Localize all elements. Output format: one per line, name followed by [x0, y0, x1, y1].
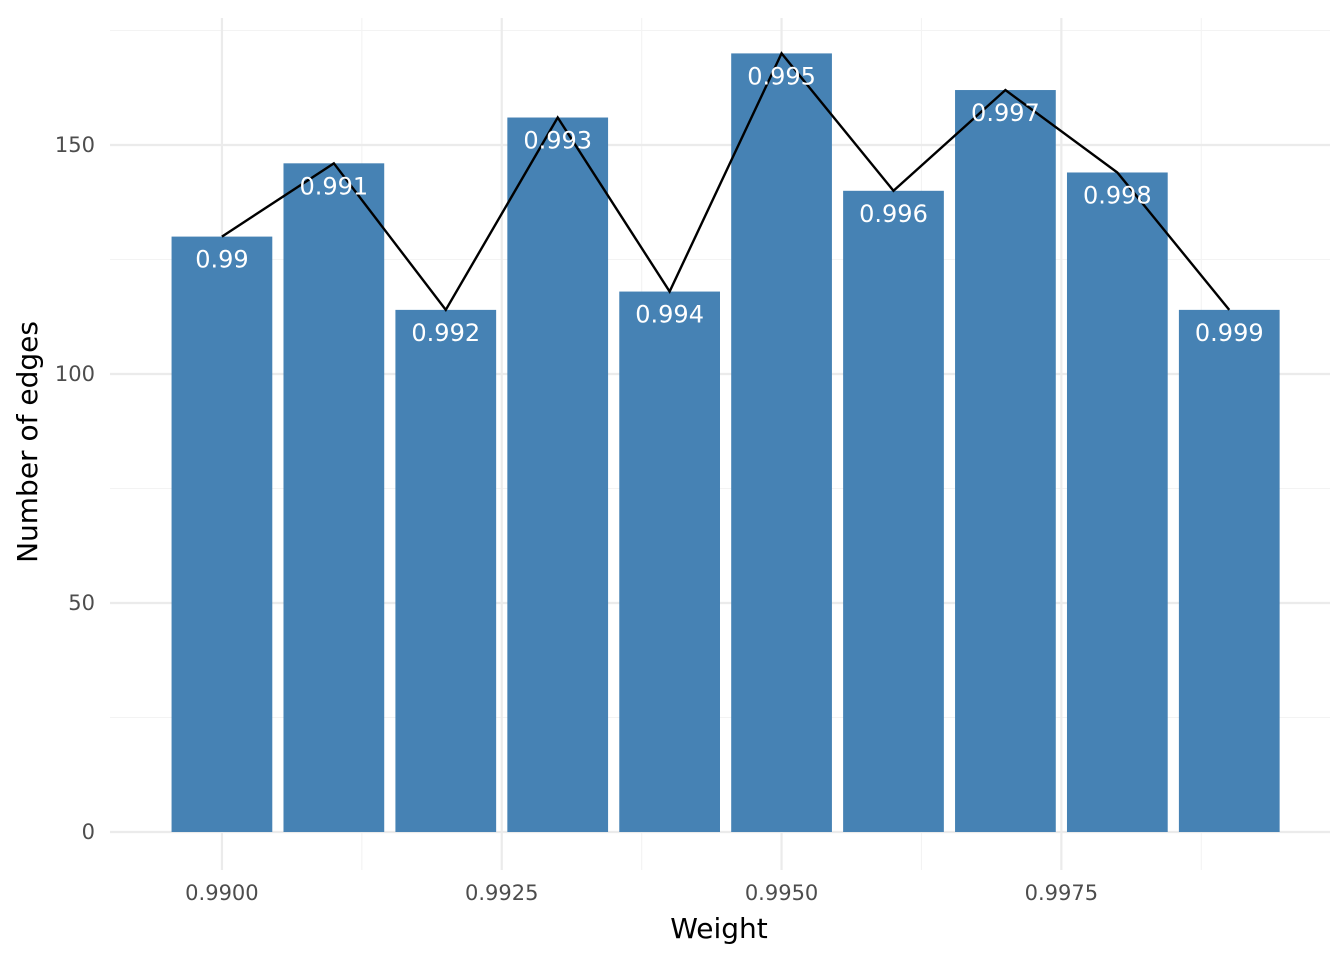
bar-value-labels: 0.99 0.991 0.992 0.993 0.994 0.995 0.996 0.997 0… [195, 62, 1263, 346]
x-tick-label: 0.9950 [745, 881, 818, 905]
bar-value-label: 0.995 [747, 62, 816, 90]
bar-value-label: 0.997 [971, 99, 1040, 127]
y-tick-label: 100 [55, 362, 95, 386]
bar-value-label: 0.996 [859, 200, 928, 228]
y-axis-tick-labels: 0 50 100 150 [55, 133, 95, 844]
x-axis-tick-labels: 0.9900 0.9925 0.9950 0.9975 [185, 881, 1098, 905]
bar-value-label: 0.994 [635, 301, 704, 329]
y-tick-label: 50 [68, 591, 95, 615]
y-tick-label: 0 [82, 820, 95, 844]
y-tick-label: 150 [55, 133, 95, 157]
bar-value-label: 0.998 [1083, 181, 1152, 209]
bar-series [171, 53, 1280, 833]
bar-value-label: 0.99 [195, 246, 248, 274]
x-tick-label: 0.9925 [465, 881, 538, 905]
y-axis-title: Number of edges [11, 321, 44, 563]
bar [955, 90, 1056, 833]
bar [843, 190, 944, 833]
x-tick-label: 0.9900 [185, 881, 258, 905]
bar [395, 309, 497, 832]
bar-value-label: 0.992 [411, 319, 480, 347]
bar-value-label: 0.991 [299, 172, 368, 200]
x-tick-label: 0.9975 [1025, 881, 1098, 905]
trend-line [221, 51, 1231, 313]
bar [171, 236, 273, 833]
bar [507, 117, 609, 832]
x-axis-title: Weight [670, 912, 768, 945]
bar [283, 163, 385, 832]
bar-value-label: 0.999 [1195, 319, 1264, 347]
bar [619, 291, 720, 832]
bar [1066, 172, 1168, 833]
bar [731, 53, 832, 832]
bar-value-label: 0.993 [523, 127, 592, 155]
bar [1178, 309, 1280, 832]
